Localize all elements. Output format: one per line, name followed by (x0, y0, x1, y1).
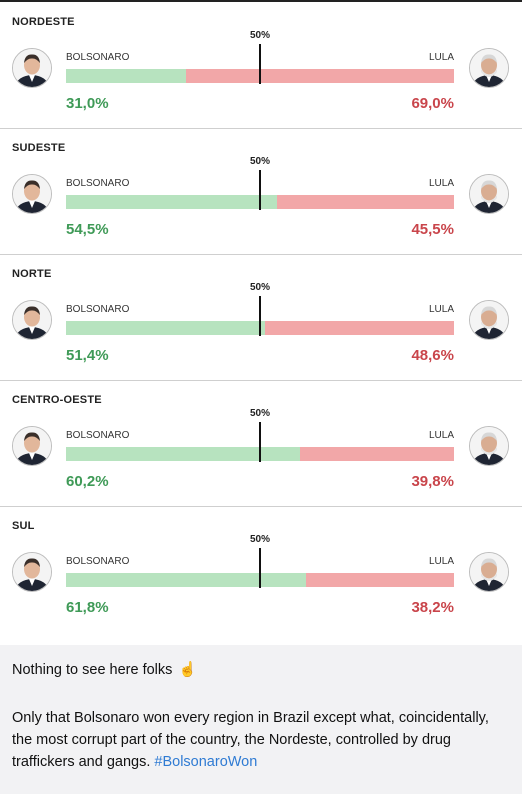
pointing-up-icon: ☝️ (178, 662, 197, 678)
bolsonaro-value: 54,5% (66, 221, 109, 238)
reference-label: 50% (249, 30, 270, 41)
left-candidate-label: BOLSONARO (66, 556, 130, 567)
result-bar (66, 321, 454, 335)
bolsonaro-value: 60,2% (66, 473, 109, 490)
region-divider (0, 506, 522, 507)
bolsonaro-avatar-icon (12, 48, 52, 88)
lula-value: 38,2% (411, 599, 454, 616)
region-panel-sul: SUL 50% BOLSONARO LULA 61,8% 38,2% (0, 506, 522, 632)
region-name: NORDESTE (12, 16, 75, 28)
lula-value: 45,5% (411, 221, 454, 238)
bolsonaro-value: 51,4% (66, 347, 109, 364)
reference-line (259, 170, 261, 210)
regional-results-chart: NORDESTE 50% BOLSONARO LULA 31,0% 69,0% SUDEST… (0, 0, 522, 632)
result-bar (66, 447, 454, 461)
right-candidate-label: LULA (428, 52, 454, 63)
lula-avatar-icon (469, 552, 509, 592)
bar-segment-lula (265, 321, 454, 335)
bar-segment-bolsonaro (66, 69, 187, 83)
right-candidate-label: LULA (428, 304, 454, 315)
bar-segment-lula (299, 447, 454, 461)
reference-line (259, 296, 261, 336)
bar-segment-bolsonaro (66, 447, 300, 461)
lula-value: 69,0% (411, 95, 454, 112)
region-panel-sudeste: SUDESTE 50% BOLSONARO LULA 54,5% 45,5% (0, 128, 522, 254)
post-body-text: Only that Bolsonaro won every region in … (12, 710, 489, 770)
bar-segment-lula (305, 573, 454, 587)
result-bar (66, 69, 454, 83)
post-body: Only that Bolsonaro won every region in … (12, 707, 502, 773)
bolsonaro-value: 31,0% (66, 95, 109, 112)
lula-avatar-icon (469, 174, 509, 214)
post-line1-text: Nothing to see here folks (12, 662, 173, 678)
region-panel-nordeste: NORDESTE 50% BOLSONARO LULA 31,0% 69,0% (0, 2, 522, 128)
left-candidate-label: BOLSONARO (66, 178, 130, 189)
region-name: SUDESTE (12, 142, 66, 154)
region-divider (0, 128, 522, 129)
lula-value: 39,8% (411, 473, 454, 490)
result-bar (66, 573, 454, 587)
bolsonaro-avatar-icon (12, 426, 52, 466)
hashtag-link[interactable]: #BolsonaroWon (154, 754, 258, 770)
region-divider (0, 254, 522, 255)
bolsonaro-value: 61,8% (66, 599, 109, 616)
left-candidate-label: BOLSONARO (66, 304, 130, 315)
bar-segment-bolsonaro (66, 573, 306, 587)
reference-line (259, 548, 261, 588)
lula-value: 48,6% (411, 347, 454, 364)
region-name: SUL (12, 520, 35, 532)
bar-segment-lula (277, 195, 454, 209)
lula-avatar-icon (469, 426, 509, 466)
region-divider (0, 380, 522, 381)
lula-avatar-icon (469, 300, 509, 340)
reference-label: 50% (249, 282, 270, 293)
reference-line (259, 44, 261, 84)
post-first-line: Nothing to see here folks ☝️ (12, 659, 197, 681)
right-candidate-label: LULA (428, 556, 454, 567)
bolsonaro-avatar-icon (12, 300, 52, 340)
result-bar (66, 195, 454, 209)
bolsonaro-avatar-icon (12, 174, 52, 214)
region-panel-norte: NORTE 50% BOLSONARO LULA 51,4% 48,6% (0, 254, 522, 380)
post-text: Nothing to see here folks ☝️ Only that B… (0, 645, 522, 794)
left-candidate-label: BOLSONARO (66, 52, 130, 63)
lula-avatar-icon (469, 48, 509, 88)
bar-segment-bolsonaro (66, 195, 278, 209)
bar-segment-lula (186, 69, 454, 83)
region-name: NORTE (12, 268, 52, 280)
region-panel-centro-oeste: CENTRO-OESTE 50% BOLSONARO LULA 60,2% 39,8% (0, 380, 522, 506)
region-name: CENTRO-OESTE (12, 394, 102, 406)
right-candidate-label: LULA (428, 430, 454, 441)
reference-label: 50% (249, 408, 270, 419)
bar-segment-bolsonaro (66, 321, 266, 335)
reference-label: 50% (249, 156, 270, 167)
bolsonaro-avatar-icon (12, 552, 52, 592)
right-candidate-label: LULA (428, 178, 454, 189)
left-candidate-label: BOLSONARO (66, 430, 130, 441)
reference-line (259, 422, 261, 462)
reference-label: 50% (249, 534, 270, 545)
